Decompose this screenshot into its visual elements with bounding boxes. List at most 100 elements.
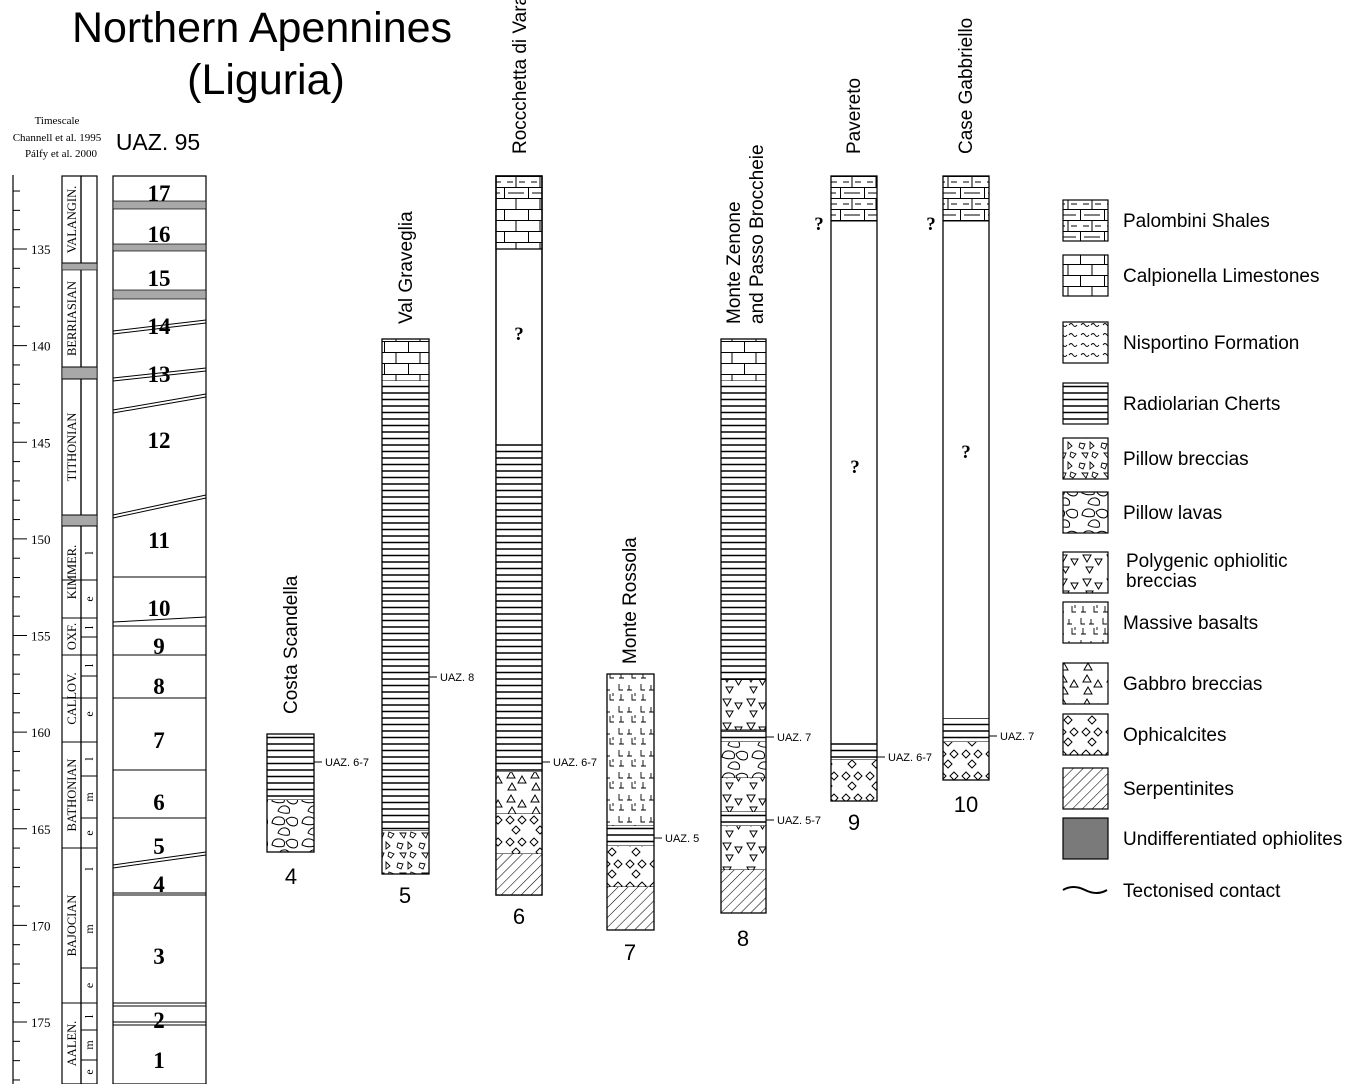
section-column-10 <box>942 175 990 781</box>
zone-boundary <box>112 396 207 414</box>
question-mark: ? <box>961 442 971 463</box>
diagram-title-line1: Northern Apennines <box>72 4 452 52</box>
timescale-label: Timescale <box>35 115 80 127</box>
zones-header: UAZ. 95 <box>116 129 200 155</box>
question-mark: ? <box>850 457 860 478</box>
legend-item-calpionella: Calpionella Limestones <box>1062 254 1319 297</box>
layer-ophicalcite <box>607 846 654 887</box>
axis-tick-label: 175 <box>31 1015 51 1030</box>
layer-serpentinite <box>607 887 654 930</box>
zone-label: 2 <box>153 1008 165 1033</box>
substage-label: l <box>82 625 96 629</box>
section-column-8 <box>720 338 767 914</box>
stage-label: TITHONIAN <box>65 413 79 482</box>
zone-label: 1 <box>153 1048 165 1073</box>
section-column-9 <box>830 175 878 802</box>
zone-column-frame <box>112 175 207 1084</box>
legend-item-nisportino: Nisportino Formation <box>1062 321 1299 364</box>
substage-label: e <box>82 1069 96 1074</box>
legend-label: Radiolarian Cherts <box>1123 394 1280 415</box>
substage-label: e <box>82 983 96 988</box>
zone-boundary <box>112 367 207 379</box>
layer-radiolarian <box>496 440 542 772</box>
zone-boundary <box>112 393 207 411</box>
stage-column: VALANGIN. BERRIASIAN TITHONIAN KIMMER. OXF. C… <box>61 175 98 1084</box>
stage-label: BATHONIAN <box>65 759 79 832</box>
layer-radiolarian <box>382 381 429 831</box>
stage-label: BAJOCIAN <box>65 895 79 957</box>
legend-swatch <box>1062 817 1109 860</box>
legend-label: Nisportino Formation <box>1123 333 1299 354</box>
layer-radiolarian <box>267 734 314 800</box>
zone-boundary <box>112 497 207 519</box>
legend-swatch <box>1062 551 1109 594</box>
stage-gap-band <box>61 262 98 271</box>
substage-label: m <box>82 924 96 934</box>
zone-label: 11 <box>148 528 170 553</box>
layer-calpionella <box>382 339 429 381</box>
substage-label: m <box>82 1040 96 1050</box>
zone-gap-band <box>112 289 207 300</box>
uaz-marker-label: UAZ. 8 <box>440 672 474 684</box>
uaz-zone-column: 17 16 15 14 13 12 11 10 9 8 7 6 5 4 3 2 1 <box>112 175 207 1084</box>
section-number: 10 <box>954 792 978 817</box>
substage-label: l <box>82 757 96 761</box>
substage-label: e <box>82 711 96 716</box>
section-number: 7 <box>624 940 636 965</box>
section-column-6c <box>495 175 543 896</box>
layer-polygenic <box>721 826 766 870</box>
legend-label: Pillow lavas <box>1123 503 1222 524</box>
section-frame <box>495 175 543 896</box>
axis-tick-label: 160 <box>31 725 51 740</box>
axis-tick-label: 165 <box>31 822 51 837</box>
axis-tick-label: 155 <box>31 629 51 644</box>
zone-boundary <box>112 322 207 335</box>
layer-radiolarian <box>721 730 766 742</box>
zone-boundary <box>112 851 207 866</box>
substage-label: l <box>82 551 96 555</box>
axis-tick-label: 150 <box>31 532 51 547</box>
zone-label: 5 <box>153 834 165 859</box>
layer-radiolarian <box>721 381 766 680</box>
legend-swatch <box>1062 601 1109 644</box>
section-number: 8 <box>737 926 749 951</box>
uaz-marker-label: UAZ. 6-7 <box>325 757 369 769</box>
stage-label: CALLOV. <box>65 672 79 724</box>
layer-palombini <box>831 176 877 221</box>
zone-boundary <box>112 319 207 332</box>
substage-label: e <box>82 596 96 601</box>
legend-label: Ophicalcites <box>1123 725 1227 746</box>
stage-gap-band <box>61 366 98 380</box>
legend-item-basalt: Massive basalts <box>1062 601 1258 644</box>
zone-label: 15 <box>148 266 171 291</box>
legend-swatch <box>1062 321 1109 364</box>
legend-label: Polygenic ophiolitic <box>1126 551 1288 572</box>
layer-radiolarian <box>831 742 877 760</box>
zone-label: 14 <box>148 314 172 339</box>
timescale-reference: Pálfy et al. 2000 <box>25 148 98 160</box>
legend-label: Palombini Shales <box>1123 211 1270 232</box>
section-number: 4 <box>285 864 297 889</box>
stage-label: KIMMER. <box>65 545 79 600</box>
legend-item-palombini: Palombini Shales <box>1062 199 1270 242</box>
axis-tick-label: 145 <box>31 435 51 450</box>
legend-label: Tectonised contact <box>1123 881 1281 902</box>
zone-gap-band <box>112 243 207 252</box>
legend-label: Gabbro breccias <box>1123 674 1262 695</box>
section-name: Roccchetta di Vara <box>510 0 531 154</box>
uaz-marker-label: UAZ. 5 <box>665 833 699 845</box>
substage-label: e <box>82 830 96 835</box>
legend-label-cont: breccias <box>1126 571 1197 592</box>
layer-polygenic <box>721 778 766 812</box>
section-name: Monte Rossola <box>620 537 641 664</box>
layer-serpentinite <box>496 854 542 895</box>
layer-radiolarian <box>721 812 766 826</box>
layer-polygenic <box>721 680 766 730</box>
layer-ophicalcite <box>496 814 542 854</box>
layer-calpionella <box>721 339 766 381</box>
layer-gabbro <box>496 772 542 814</box>
legend-label: Pillow breccias <box>1123 449 1249 470</box>
question-mark: ? <box>926 214 936 235</box>
section-frame <box>720 338 767 914</box>
layer-calpionella <box>496 211 542 249</box>
